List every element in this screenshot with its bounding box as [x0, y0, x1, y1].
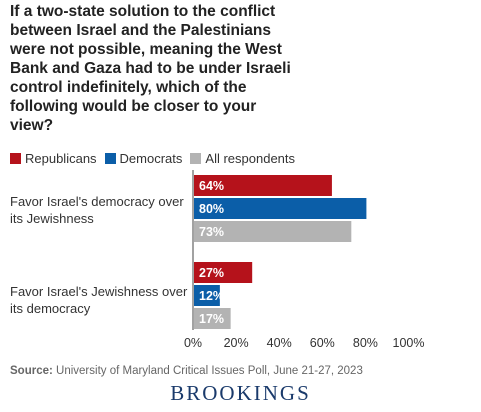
legend-swatch-republicans — [10, 153, 21, 164]
chart-title: If a two-state solution to the conflict … — [10, 3, 291, 134]
legend-label-republicans: Republicans — [25, 151, 97, 166]
data-label-all-respondents-1: 73% — [199, 225, 224, 239]
data-label-all-respondents-2: 17% — [199, 312, 224, 326]
category-label-democracy: Favor Israel's democracy over its Jewish… — [10, 194, 184, 226]
data-label-democrats-1: 80% — [199, 202, 224, 216]
x-tick-label-100: 100% — [393, 336, 425, 350]
category-label-jewishness: Favor Israel's Jewishness over its democ… — [10, 284, 188, 316]
legend-swatch-democrats — [104, 153, 116, 164]
x-tick-label-60: 60% — [310, 336, 335, 350]
bar-republicans-1 — [194, 175, 332, 196]
data-label-republicans-2: 27% — [199, 266, 224, 280]
legend: Republicans Democrats All respondents — [10, 151, 303, 166]
data-label-democrats-2: 12% — [199, 289, 224, 303]
x-tick-label-20: 20% — [224, 336, 249, 350]
bar-chart: 64% 80% 73% 27% 12% 17% 0% 20% 40% 60% 80% 100% — [184, 170, 425, 350]
legend-label-democrats: Democrats — [119, 151, 183, 166]
legend-label-all-respondents: All respondents — [205, 151, 296, 166]
bar-all-respondents-1 — [194, 221, 352, 242]
x-tick-label-0: 0% — [184, 336, 202, 350]
legend-swatch-all-respondents — [190, 153, 202, 164]
legend-item-democrats: Democrats — [104, 151, 183, 166]
x-tick-label-80: 80% — [353, 336, 378, 350]
brookings-logo: BROOKINGS — [170, 381, 311, 405]
x-tick-label-40: 40% — [267, 336, 292, 350]
source-note: Source: University of Maryland Critical … — [10, 365, 363, 377]
data-label-republicans-1: 64% — [199, 179, 224, 193]
bar-democrats-2 — [194, 285, 220, 306]
bar-democrats-1 — [194, 198, 367, 219]
bar-all-respondents-2 — [194, 308, 231, 329]
legend-item-republicans: Republicans — [10, 151, 97, 166]
legend-item-all-respondents: All respondents — [190, 151, 295, 166]
source-text: University of Maryland Critical Issues P… — [56, 365, 363, 377]
bar-republicans-2 — [194, 262, 253, 283]
source-label: Source: — [10, 365, 53, 377]
